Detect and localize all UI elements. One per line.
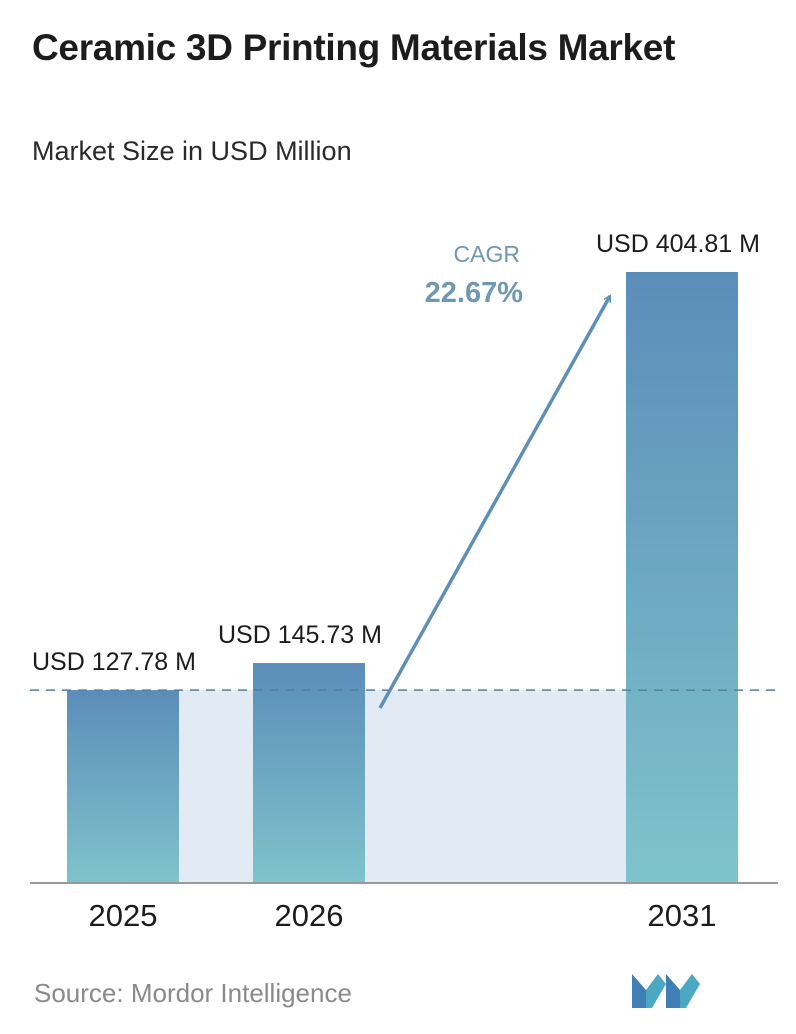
cagr-value: 22.67% bbox=[425, 277, 524, 309]
x-tick-2026: 2026 bbox=[275, 898, 344, 933]
cagr-label: CAGR bbox=[454, 241, 520, 267]
chart-subtitle: Market Size in USD Million bbox=[32, 136, 352, 166]
bar-2031 bbox=[626, 272, 738, 883]
bar-2025 bbox=[67, 690, 179, 883]
cagr-arrow bbox=[378, 294, 612, 709]
chart-title: Ceramic 3D Printing Materials Market bbox=[32, 27, 676, 68]
source-note: Source: Mordor Intelligence bbox=[34, 978, 352, 1008]
x-tick-2031: 2031 bbox=[648, 898, 717, 933]
x-tick-2025: 2025 bbox=[89, 898, 158, 933]
data-label-2031: USD 404.81 M bbox=[596, 230, 760, 258]
data-label-2025: USD 127.78 M bbox=[32, 648, 196, 676]
mordor-intelligence-logo-icon bbox=[632, 974, 700, 1008]
bar-2026 bbox=[253, 663, 365, 883]
data-label-2026: USD 145.73 M bbox=[218, 621, 382, 649]
